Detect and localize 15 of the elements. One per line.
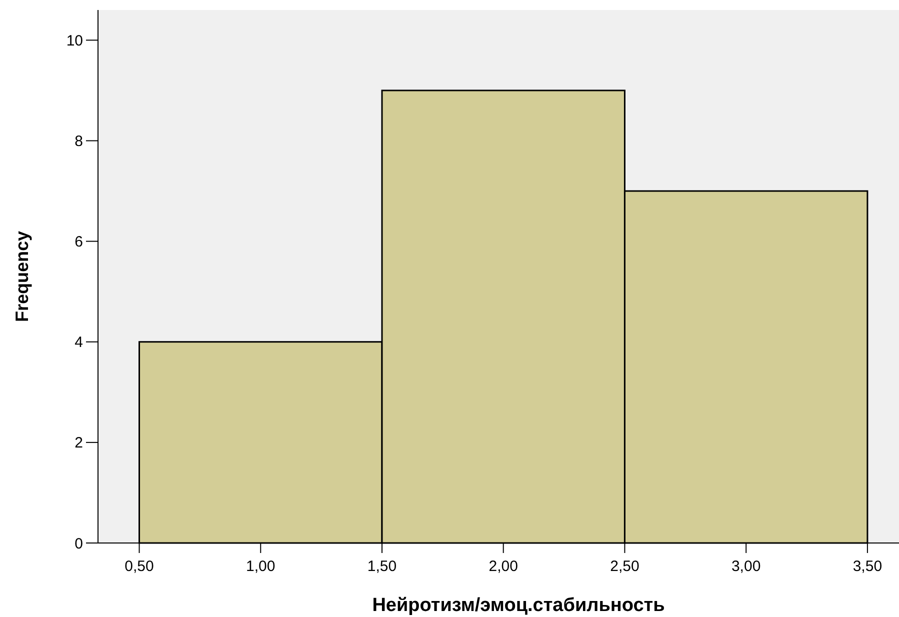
y-tick-label: 10 bbox=[66, 32, 83, 50]
x-tick-label: 2,00 bbox=[488, 558, 518, 575]
y-tick-label: 2 bbox=[74, 434, 83, 452]
y-tick-label: 8 bbox=[74, 132, 83, 150]
x-tick-label: 1,00 bbox=[246, 558, 276, 575]
x-tick-label: 0,50 bbox=[124, 558, 154, 575]
x-tick-label: 1,50 bbox=[367, 558, 397, 575]
x-axis-title: Нейротизм/эмоц.стабильность bbox=[372, 595, 665, 616]
y-tick-label: 0 bbox=[74, 535, 83, 552]
y-axis-title: Frequency bbox=[12, 230, 32, 322]
x-tick-label: 2,50 bbox=[610, 558, 640, 575]
x-tick-label: 3,50 bbox=[852, 558, 882, 575]
x-tick-label: 3,00 bbox=[731, 558, 761, 575]
y-tick-label: 4 bbox=[74, 334, 83, 352]
y-tick-label: 6 bbox=[74, 234, 83, 251]
